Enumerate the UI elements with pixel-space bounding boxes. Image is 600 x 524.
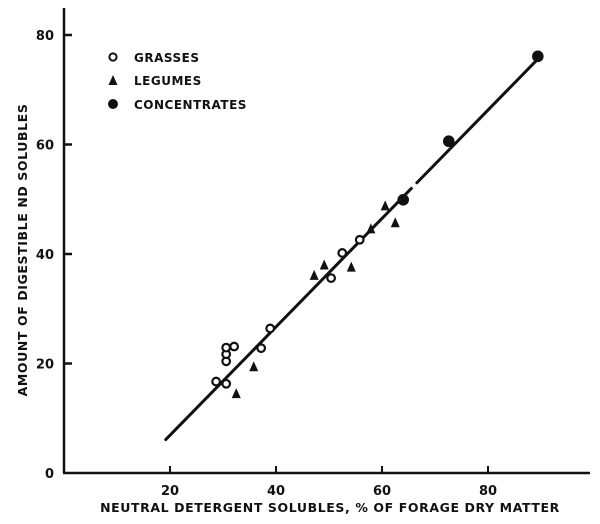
y-tick-label: 80 <box>36 29 54 44</box>
legume-point <box>309 269 319 280</box>
y-tick-label: 0 <box>45 467 54 482</box>
grass-point <box>229 341 240 352</box>
grass-point <box>337 248 348 258</box>
open-circle-marker-icon <box>108 52 118 62</box>
legume-point <box>231 388 241 399</box>
y-tick-label: 40 <box>36 248 54 263</box>
x-tick-label: 40 <box>267 484 285 499</box>
regression-line-segment <box>164 186 413 442</box>
axes <box>62 8 590 475</box>
legend-label: GRASSES <box>134 51 199 65</box>
filled-circle-marker-icon <box>108 99 118 109</box>
grass-point <box>354 234 365 245</box>
legume-point <box>366 223 376 234</box>
x-axis-title: NEUTRAL DETERGENT SOLUBLES, % OF FORAGE … <box>100 500 560 515</box>
x-axis-ticks: 20 40 60 80 <box>161 466 497 499</box>
concentrate-point <box>532 50 544 63</box>
legume-point <box>390 217 400 228</box>
legend: GRASSES LEGUMES CONCENTRATES <box>108 51 247 112</box>
grass-point <box>256 343 267 354</box>
grass-point <box>326 273 337 283</box>
grass-point <box>265 323 276 334</box>
legend-label: LEGUMES <box>134 74 202 88</box>
x-tick-label: 60 <box>373 484 391 499</box>
data-points <box>211 50 544 399</box>
legume-point <box>249 361 259 372</box>
filled-triangle-marker-icon <box>108 75 118 85</box>
legume-point <box>346 261 356 272</box>
y-tick-label: 60 <box>36 139 54 154</box>
y-tick-label: 20 <box>36 358 54 373</box>
legume-point <box>380 200 390 211</box>
concentrate-point <box>397 193 410 206</box>
legume-point <box>319 259 329 270</box>
legend-item-concentrates: CONCENTRATES <box>108 98 247 112</box>
y-axis-title: AMOUNT OF DIGESTIBLE ND SOLUBLES <box>15 104 30 397</box>
concentrate-point <box>442 135 455 148</box>
y-axis-ticks: 0 20 40 60 80 <box>36 29 72 482</box>
grass-point <box>221 342 232 353</box>
grass-point <box>221 378 232 389</box>
grass-point <box>211 376 222 387</box>
legend-label: CONCENTRATES <box>134 98 247 112</box>
legend-item-legumes: LEGUMES <box>108 74 202 88</box>
regression-line-segment <box>415 57 540 185</box>
x-tick-label: 80 <box>479 484 497 499</box>
x-tick-label: 20 <box>161 484 179 499</box>
legend-item-grasses: GRASSES <box>108 51 199 65</box>
